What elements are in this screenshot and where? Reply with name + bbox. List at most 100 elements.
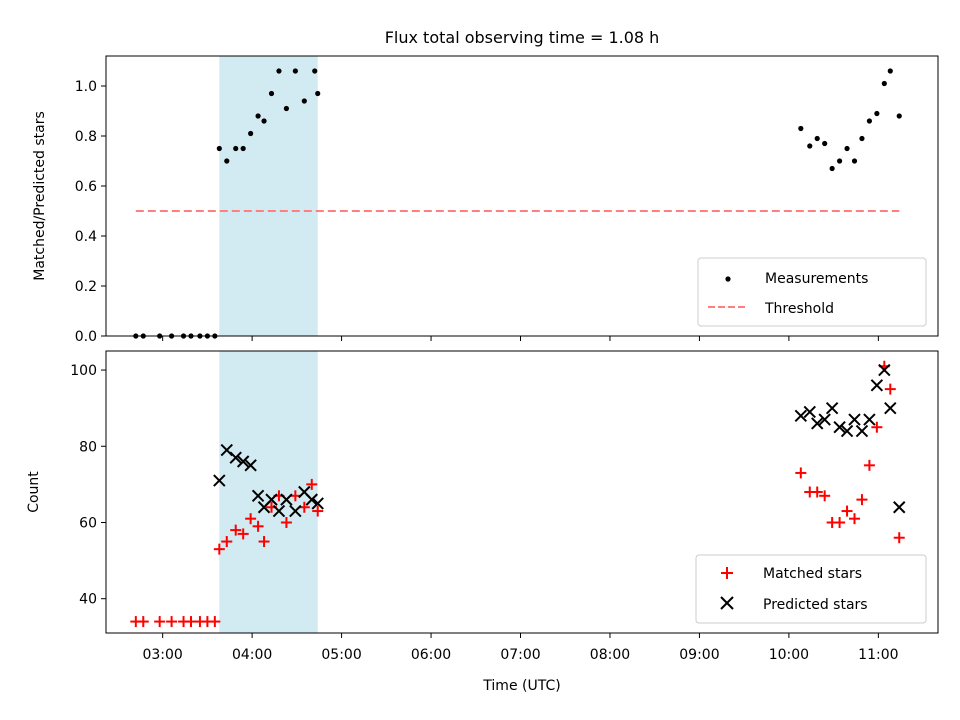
matched-star-point: [280, 516, 292, 528]
y-tick-label: 100: [70, 363, 97, 379]
legend-matched-marker: [721, 567, 733, 579]
highlight-band: [219, 351, 318, 633]
bottom-x-ticks: 03:00 04:00 05:00 06:00 07:00 08:00 09:00 10:00…: [142, 633, 899, 663]
y-tick-label: 0.6: [75, 179, 97, 195]
legend-measurements-label: Measurements: [765, 271, 868, 287]
matched-star-point: [819, 490, 831, 502]
bottom-highlight-band: [219, 351, 318, 633]
y-tick-label: 0.2: [75, 279, 97, 295]
matched-star-point: [841, 505, 853, 517]
matched-star-point: [795, 467, 807, 479]
measurement-point: [255, 113, 261, 119]
predicted-star-point: [870, 379, 884, 392]
matched-star-point: [884, 383, 896, 395]
x-tick-label: 07:00: [500, 647, 540, 663]
measurement-point: [822, 140, 828, 147]
x-tick-label: 08:00: [590, 647, 630, 663]
matched-star-point: [893, 532, 905, 544]
matched-star-point: [237, 528, 249, 540]
legend-predicted-label: Predicted stars: [763, 597, 868, 613]
measurement-point: [216, 145, 222, 152]
predicted-star-point: [855, 424, 869, 438]
measurement-point: [874, 110, 880, 117]
measurement-point: [851, 158, 858, 164]
predicted-star-point: [305, 493, 318, 506]
matched-star-point: [230, 524, 242, 536]
bottom-y-ticks: 40 60 80 100: [70, 363, 106, 608]
y-tick-label: 0.8: [75, 129, 97, 145]
y-tick-label: 80: [79, 439, 97, 455]
matched-star-point: [221, 536, 233, 548]
legend-measurements-marker: [725, 276, 731, 282]
measurement-point: [276, 68, 282, 74]
matched-stars-points: [130, 360, 905, 628]
matched-star-point: [137, 616, 149, 628]
predicted-star-point: [289, 504, 302, 518]
matched-star-point: [289, 490, 301, 502]
predicted-star-point: [229, 451, 242, 464]
measurement-point: [798, 125, 804, 132]
predicted-star-point: [803, 405, 816, 419]
matched-star-point: [258, 536, 270, 548]
bottom-plot-frame: [105, 350, 939, 634]
predicted-star-point: [840, 424, 854, 438]
measurement-point: [814, 135, 820, 142]
measurement-point: [292, 68, 298, 74]
matched-star-point: [306, 478, 318, 490]
measurement-point: [261, 118, 267, 124]
y-tick-label: 0.0: [75, 329, 97, 345]
predicted-star-point: [878, 363, 891, 377]
predicted-star-point: [833, 421, 846, 434]
predicted-star-point: [811, 417, 824, 430]
matched-star-point: [871, 421, 883, 433]
matched-star-point: [811, 486, 823, 498]
measurement-point: [844, 145, 850, 152]
predicted-star-point: [825, 401, 839, 415]
measurement-point: [866, 118, 873, 124]
legend-threshold-label: Threshold: [764, 301, 834, 317]
measurement-point: [896, 113, 902, 119]
matched-star-point: [863, 459, 875, 471]
top-highlight-band: [219, 56, 318, 336]
matched-star-point: [856, 494, 868, 506]
measurement-point: [859, 135, 865, 142]
predicted-star-point: [244, 459, 257, 472]
measurement-point: [807, 143, 813, 149]
matched-star-point: [312, 505, 324, 517]
measurement-point: [233, 145, 239, 152]
measurement-point: [224, 158, 230, 164]
predicted-star-point: [818, 413, 831, 426]
y-tick-label: 0.4: [75, 229, 97, 245]
predicted-star-point: [863, 413, 876, 426]
x-tick-label: 11:00: [858, 647, 898, 663]
top-y-axis-label: Matched/Predicted stars: [32, 111, 48, 281]
measurement-point: [240, 145, 246, 152]
measurement-point: [301, 98, 307, 104]
predicted-star-point: [265, 493, 278, 506]
top-y-ticks: 0.0 0.2 0.4 0.6 0.8 1.0: [75, 79, 106, 345]
x-tick-label: 03:00: [142, 647, 182, 663]
predicted-stars-points: [213, 363, 906, 518]
chart-title: Flux total observing time = 1.08 h: [385, 28, 660, 47]
bottom-y-axis-label: Count: [26, 471, 42, 513]
measurement-point: [315, 90, 321, 97]
predicted-star-point: [236, 455, 250, 468]
legend-matched-label: Matched stars: [763, 566, 862, 582]
measurement-point: [283, 105, 290, 112]
y-tick-label: 40: [79, 592, 97, 608]
predicted-star-point: [884, 401, 897, 415]
predicted-star-point: [213, 474, 226, 487]
top-plot-frame: [105, 55, 939, 337]
matched-star-point: [834, 516, 846, 528]
matched-star-point: [252, 520, 264, 532]
predicted-star-point: [848, 413, 861, 426]
predicted-star-point: [280, 493, 293, 506]
top-legend: Measurements Threshold: [697, 257, 927, 327]
matched-star-point: [245, 513, 257, 525]
matched-star-point: [166, 616, 178, 628]
matched-star-point: [213, 543, 225, 555]
top-panel: 0.0 0.2 0.4 0.6 0.8 1.0 Matched/Predicted sta…: [32, 55, 939, 345]
measurement-point: [836, 158, 843, 164]
legend-predicted-marker: [720, 596, 734, 610]
x-tick-label: 04:00: [232, 647, 272, 663]
